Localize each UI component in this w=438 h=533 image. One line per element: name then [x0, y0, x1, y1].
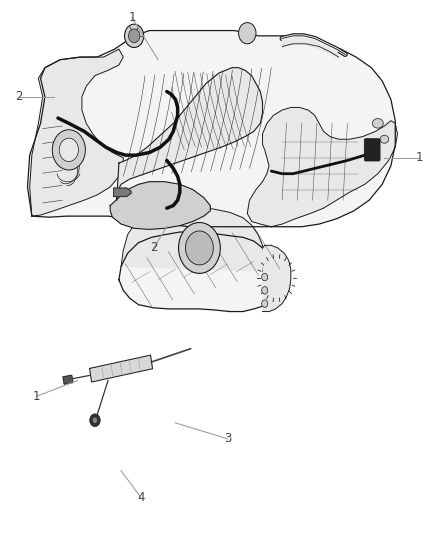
Ellipse shape [372, 118, 383, 128]
Polygon shape [119, 232, 276, 312]
Circle shape [261, 273, 268, 281]
Polygon shape [90, 355, 152, 382]
Polygon shape [114, 188, 131, 197]
Circle shape [179, 222, 220, 273]
Circle shape [185, 231, 213, 265]
Polygon shape [262, 245, 291, 312]
Circle shape [52, 130, 85, 170]
Circle shape [124, 24, 144, 47]
Circle shape [59, 138, 78, 161]
FancyBboxPatch shape [364, 139, 380, 161]
Text: 2: 2 [150, 241, 158, 254]
Polygon shape [110, 182, 210, 229]
Circle shape [261, 287, 268, 294]
Circle shape [92, 417, 98, 423]
Text: 2: 2 [15, 90, 22, 103]
Polygon shape [117, 68, 262, 200]
Text: 1: 1 [416, 151, 423, 164]
Circle shape [261, 300, 268, 308]
Text: 1: 1 [128, 11, 136, 24]
Text: 4: 4 [137, 491, 145, 504]
Circle shape [239, 22, 256, 44]
Polygon shape [30, 49, 123, 216]
Polygon shape [63, 375, 73, 384]
Polygon shape [121, 206, 265, 272]
Circle shape [90, 414, 100, 426]
Polygon shape [247, 108, 397, 227]
Text: 3: 3 [224, 432, 231, 446]
Ellipse shape [380, 135, 389, 143]
Text: 1: 1 [32, 390, 40, 403]
Circle shape [128, 29, 140, 43]
Polygon shape [28, 30, 395, 227]
